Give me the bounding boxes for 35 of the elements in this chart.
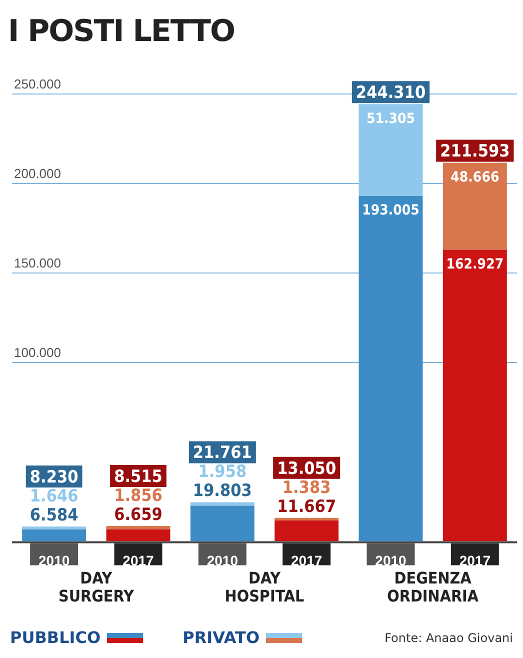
data-label: 162.927 bbox=[446, 256, 504, 272]
x-tick-label: 2010 bbox=[206, 552, 238, 568]
total-label: 13.050 bbox=[277, 458, 336, 479]
x-tick-label: 2017 bbox=[291, 552, 322, 568]
legend-label: PRIVATO bbox=[182, 628, 260, 647]
total-label: 21.761 bbox=[192, 443, 252, 464]
data-label: 19.803 bbox=[192, 481, 252, 502]
x-tick-label: 2010 bbox=[38, 552, 70, 568]
total-label: 211.593 bbox=[440, 142, 510, 162]
data-label: 1.383 bbox=[282, 478, 331, 498]
text: DAY SURGERY bbox=[58, 568, 134, 606]
x-tick-label: 2017 bbox=[122, 552, 154, 568]
text: DAY HOSPITAL bbox=[224, 568, 304, 606]
data-label: 1.646 bbox=[30, 486, 78, 506]
x-tick-label: 2017 bbox=[459, 552, 491, 568]
data-label: 1.958 bbox=[198, 462, 247, 482]
data-label: 6.584 bbox=[30, 505, 78, 526]
data-label: 48.666 bbox=[450, 169, 500, 186]
chart-title: I POSTI LETTO bbox=[7, 13, 236, 51]
x-tick-label: 2010 bbox=[375, 552, 407, 568]
text: DEGENZA ORDINARIA bbox=[387, 568, 480, 606]
total-label: 8.230 bbox=[30, 467, 78, 488]
y-tick-label: 150.000 bbox=[14, 255, 61, 270]
data-label: 6.659 bbox=[114, 504, 162, 525]
data-label: 11.667 bbox=[277, 496, 336, 517]
legend-label: PUBBLICO bbox=[10, 628, 101, 647]
source-note: Fonte: Anaao Giovani bbox=[384, 630, 513, 644]
y-tick-label: 200.000 bbox=[14, 166, 61, 182]
data-label: 51.305 bbox=[366, 110, 416, 127]
total-label: 8.515 bbox=[114, 466, 162, 487]
total-label: 244.310 bbox=[356, 83, 426, 104]
data-label: 193.005 bbox=[362, 202, 420, 219]
y-tick-label: 250.000 bbox=[14, 76, 61, 92]
data-label: 1.856 bbox=[114, 486, 162, 506]
y-tick-label: 100.000 bbox=[14, 344, 61, 360]
